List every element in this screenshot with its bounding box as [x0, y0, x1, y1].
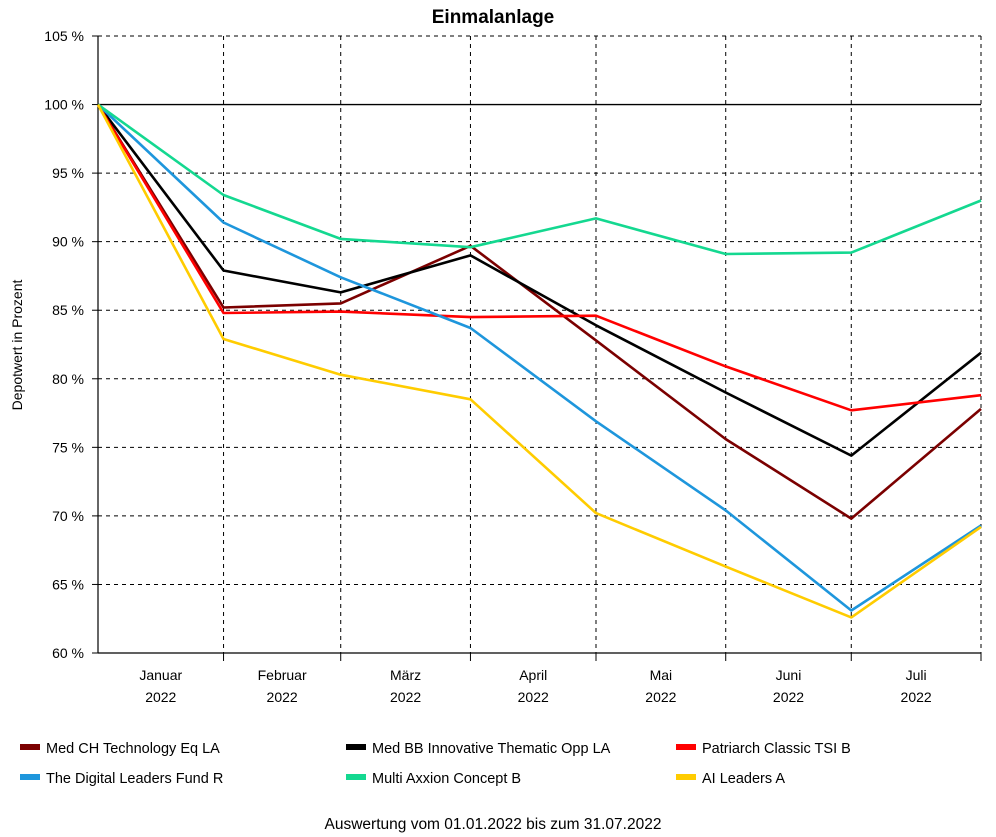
y-tick-label: 100 % — [44, 97, 84, 113]
y-tick-label: 90 % — [52, 234, 84, 250]
legend-label: Patriarch Classic TSI B — [702, 741, 851, 757]
legend-swatch — [346, 744, 366, 750]
y-tick-label: 95 % — [52, 165, 84, 181]
legend-swatch — [346, 774, 366, 780]
x-tick-label-month: Januar — [139, 667, 182, 683]
legend-swatch — [20, 744, 40, 750]
y-tick-label: 70 % — [52, 508, 84, 524]
x-tick-label-year: 2022 — [645, 689, 676, 705]
x-tick-label-month: Juni — [776, 667, 802, 683]
x-tick-label-year: 2022 — [518, 689, 549, 705]
series-line-2 — [96, 103, 982, 412]
series-line-3 — [97, 103, 982, 612]
legend-label: AI Leaders A — [702, 771, 785, 787]
y-tick-label: 105 % — [44, 28, 84, 44]
legend-label: Med CH Technology Eq LA — [46, 741, 220, 757]
y-axis-label: Depotwert in Prozent — [9, 280, 25, 411]
series-lines — [96, 103, 982, 619]
series-line-4 — [97, 103, 982, 256]
x-tick-label-year: 2022 — [145, 689, 176, 705]
x-tick-label-year: 2022 — [267, 689, 298, 705]
axes — [92, 35, 982, 661]
legend: Med CH Technology Eq LA Med BB Innovative… — [20, 741, 851, 787]
legend-swatch — [676, 744, 696, 750]
legend-swatch — [20, 774, 40, 780]
x-tick-label-month: April — [519, 667, 547, 683]
legend-label: Multi Axxion Concept B — [372, 771, 521, 787]
footer-note: Auswertung vom 01.01.2022 bis zum 31.07.… — [325, 816, 662, 833]
grid-lines — [98, 35, 982, 654]
chart-title: Einmalanlage — [432, 7, 555, 28]
series-line-0 — [96, 103, 982, 520]
x-tick-labels: Januar 2022 Februar 2022 März 2022 April 2022 Ma… — [139, 667, 932, 705]
x-tick-label-month: März — [390, 667, 421, 683]
x-tick-label-year: 2022 — [773, 689, 804, 705]
legend-label: The Digital Leaders Fund R — [46, 771, 223, 787]
x-tick-label-year: 2022 — [390, 689, 421, 705]
y-tick-labels: 60 % 65 % 70 % 75 % 80 % 85 % 90 % 95 % 100 % 105… — [44, 28, 84, 661]
y-tick-label: 60 % — [52, 645, 84, 661]
x-tick-label-month: Mai — [650, 667, 673, 683]
y-tick-label: 65 % — [52, 576, 84, 592]
x-tick-label-year: 2022 — [901, 689, 932, 705]
y-tick-label: 80 % — [52, 371, 84, 387]
series-line-1 — [96, 103, 982, 457]
legend-label: Med BB Innovative Thematic Opp LA — [372, 741, 611, 757]
y-tick-label: 75 % — [52, 439, 84, 455]
y-tick-label: 85 % — [52, 302, 84, 318]
series-line-5 — [96, 103, 982, 619]
legend-swatch — [676, 774, 696, 780]
x-tick-label-month: Februar — [258, 667, 307, 683]
x-tick-label-month: Juli — [906, 667, 927, 683]
